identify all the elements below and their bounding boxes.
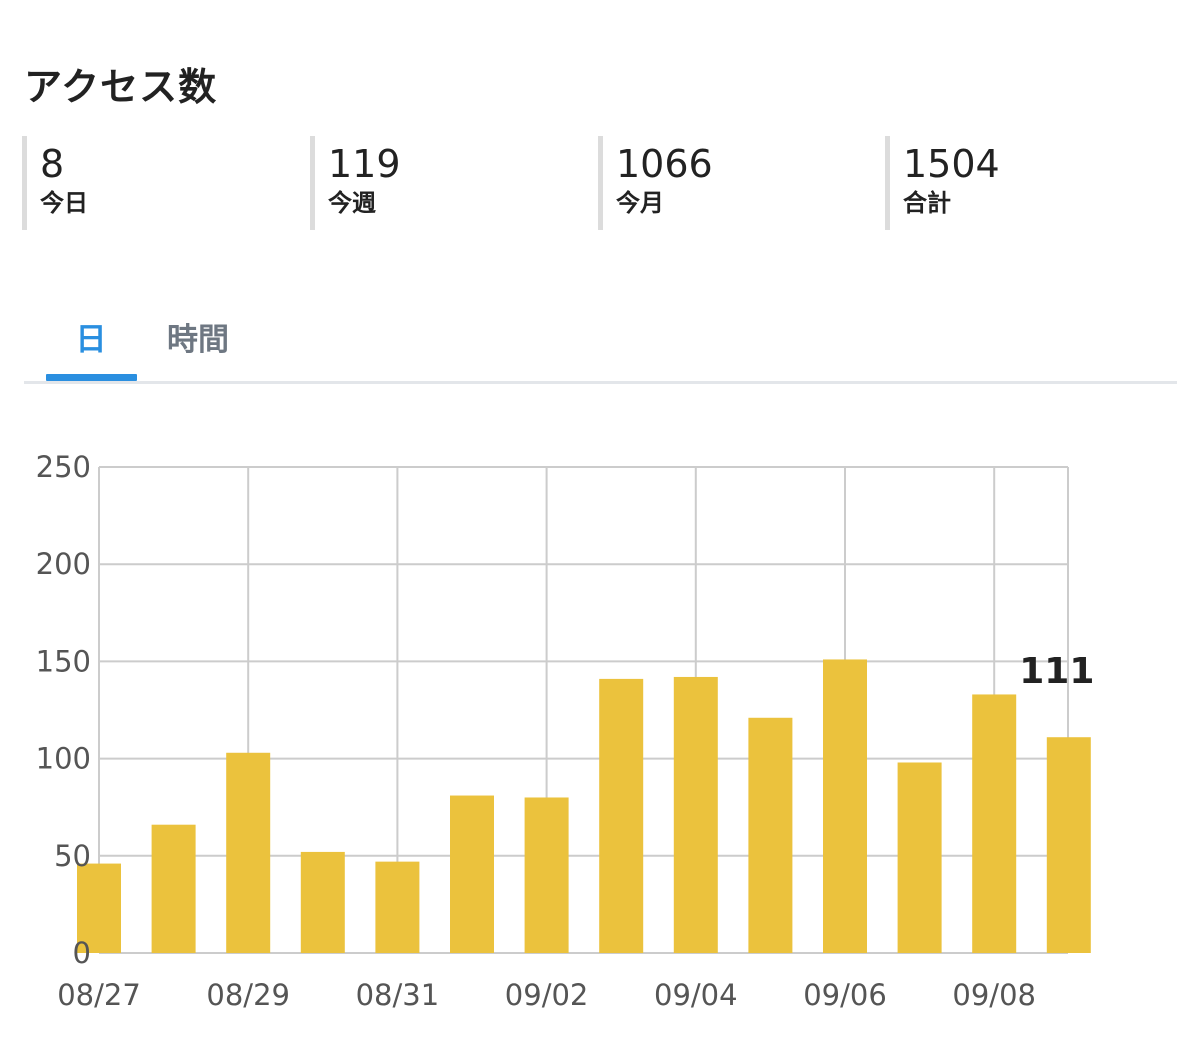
x-tick-label: 09/06 — [803, 978, 887, 1012]
x-tick-label: 08/29 — [206, 978, 290, 1012]
bar-09-07 — [897, 762, 942, 953]
x-tick-label: 08/27 — [57, 978, 141, 1012]
x-tick-label: 09/04 — [654, 978, 738, 1012]
bar-data-label: 111 — [1019, 651, 1094, 692]
y-tick-label: 200 — [36, 547, 91, 581]
y-tick-label: 100 — [36, 742, 91, 776]
bar-08-30 — [300, 851, 345, 953]
tab-day[interactable]: 日 — [75, 322, 107, 358]
x-tick-label: 09/08 — [952, 978, 1036, 1012]
y-tick-label: 50 — [54, 839, 91, 873]
stats-summary: 8 今日 119 今週 1066 今月 1504 合計 — [22, 136, 1182, 230]
bar-09-06 — [823, 659, 867, 953]
stat-total-label: 合計 — [903, 189, 951, 217]
access-bar-chart: 0 50 100 150 200 250 08/27 08/29 08/31 09/02 09/04… — [36, 450, 1095, 1012]
y-tick-label: 150 — [36, 644, 91, 678]
bar-08-27 — [77, 863, 121, 953]
bar-09-04 — [673, 676, 718, 953]
bar-09-01 — [450, 795, 494, 953]
stat-today-value: 8 — [40, 142, 65, 186]
y-tick-label: 0 — [73, 936, 91, 970]
tab-hour[interactable]: 時間 — [167, 322, 229, 358]
stat-week: 119 今週 — [310, 136, 401, 230]
bar-08-31 — [375, 861, 420, 953]
x-tick-label: 09/02 — [505, 978, 589, 1012]
active-tab-indicator — [46, 374, 137, 381]
period-tabs: 日 時間 — [24, 300, 1177, 384]
bar-08-29 — [226, 752, 271, 953]
stat-week-value: 119 — [328, 142, 401, 186]
bar-08-28 — [151, 824, 196, 953]
stat-week-label: 今週 — [328, 189, 376, 217]
bar-09-03 — [599, 678, 644, 953]
stat-month: 1066 今月 — [598, 136, 713, 230]
stat-month-value: 1066 — [616, 142, 713, 186]
bar-09-02 — [524, 797, 569, 953]
bar-09-08 — [972, 694, 1017, 953]
stat-month-label: 今月 — [616, 189, 664, 217]
y-tick-label: 250 — [36, 450, 91, 484]
x-tick-label: 08/31 — [356, 978, 440, 1012]
bar-09-05 — [748, 717, 793, 953]
stat-total: 1504 合計 — [885, 136, 1000, 230]
stat-today: 8 今日 — [22, 136, 88, 230]
page-title: アクセス数 — [24, 65, 218, 109]
bar-09-09 — [1046, 737, 1091, 953]
stat-today-label: 今日 — [40, 189, 88, 217]
stat-total-value: 1504 — [903, 142, 1000, 186]
